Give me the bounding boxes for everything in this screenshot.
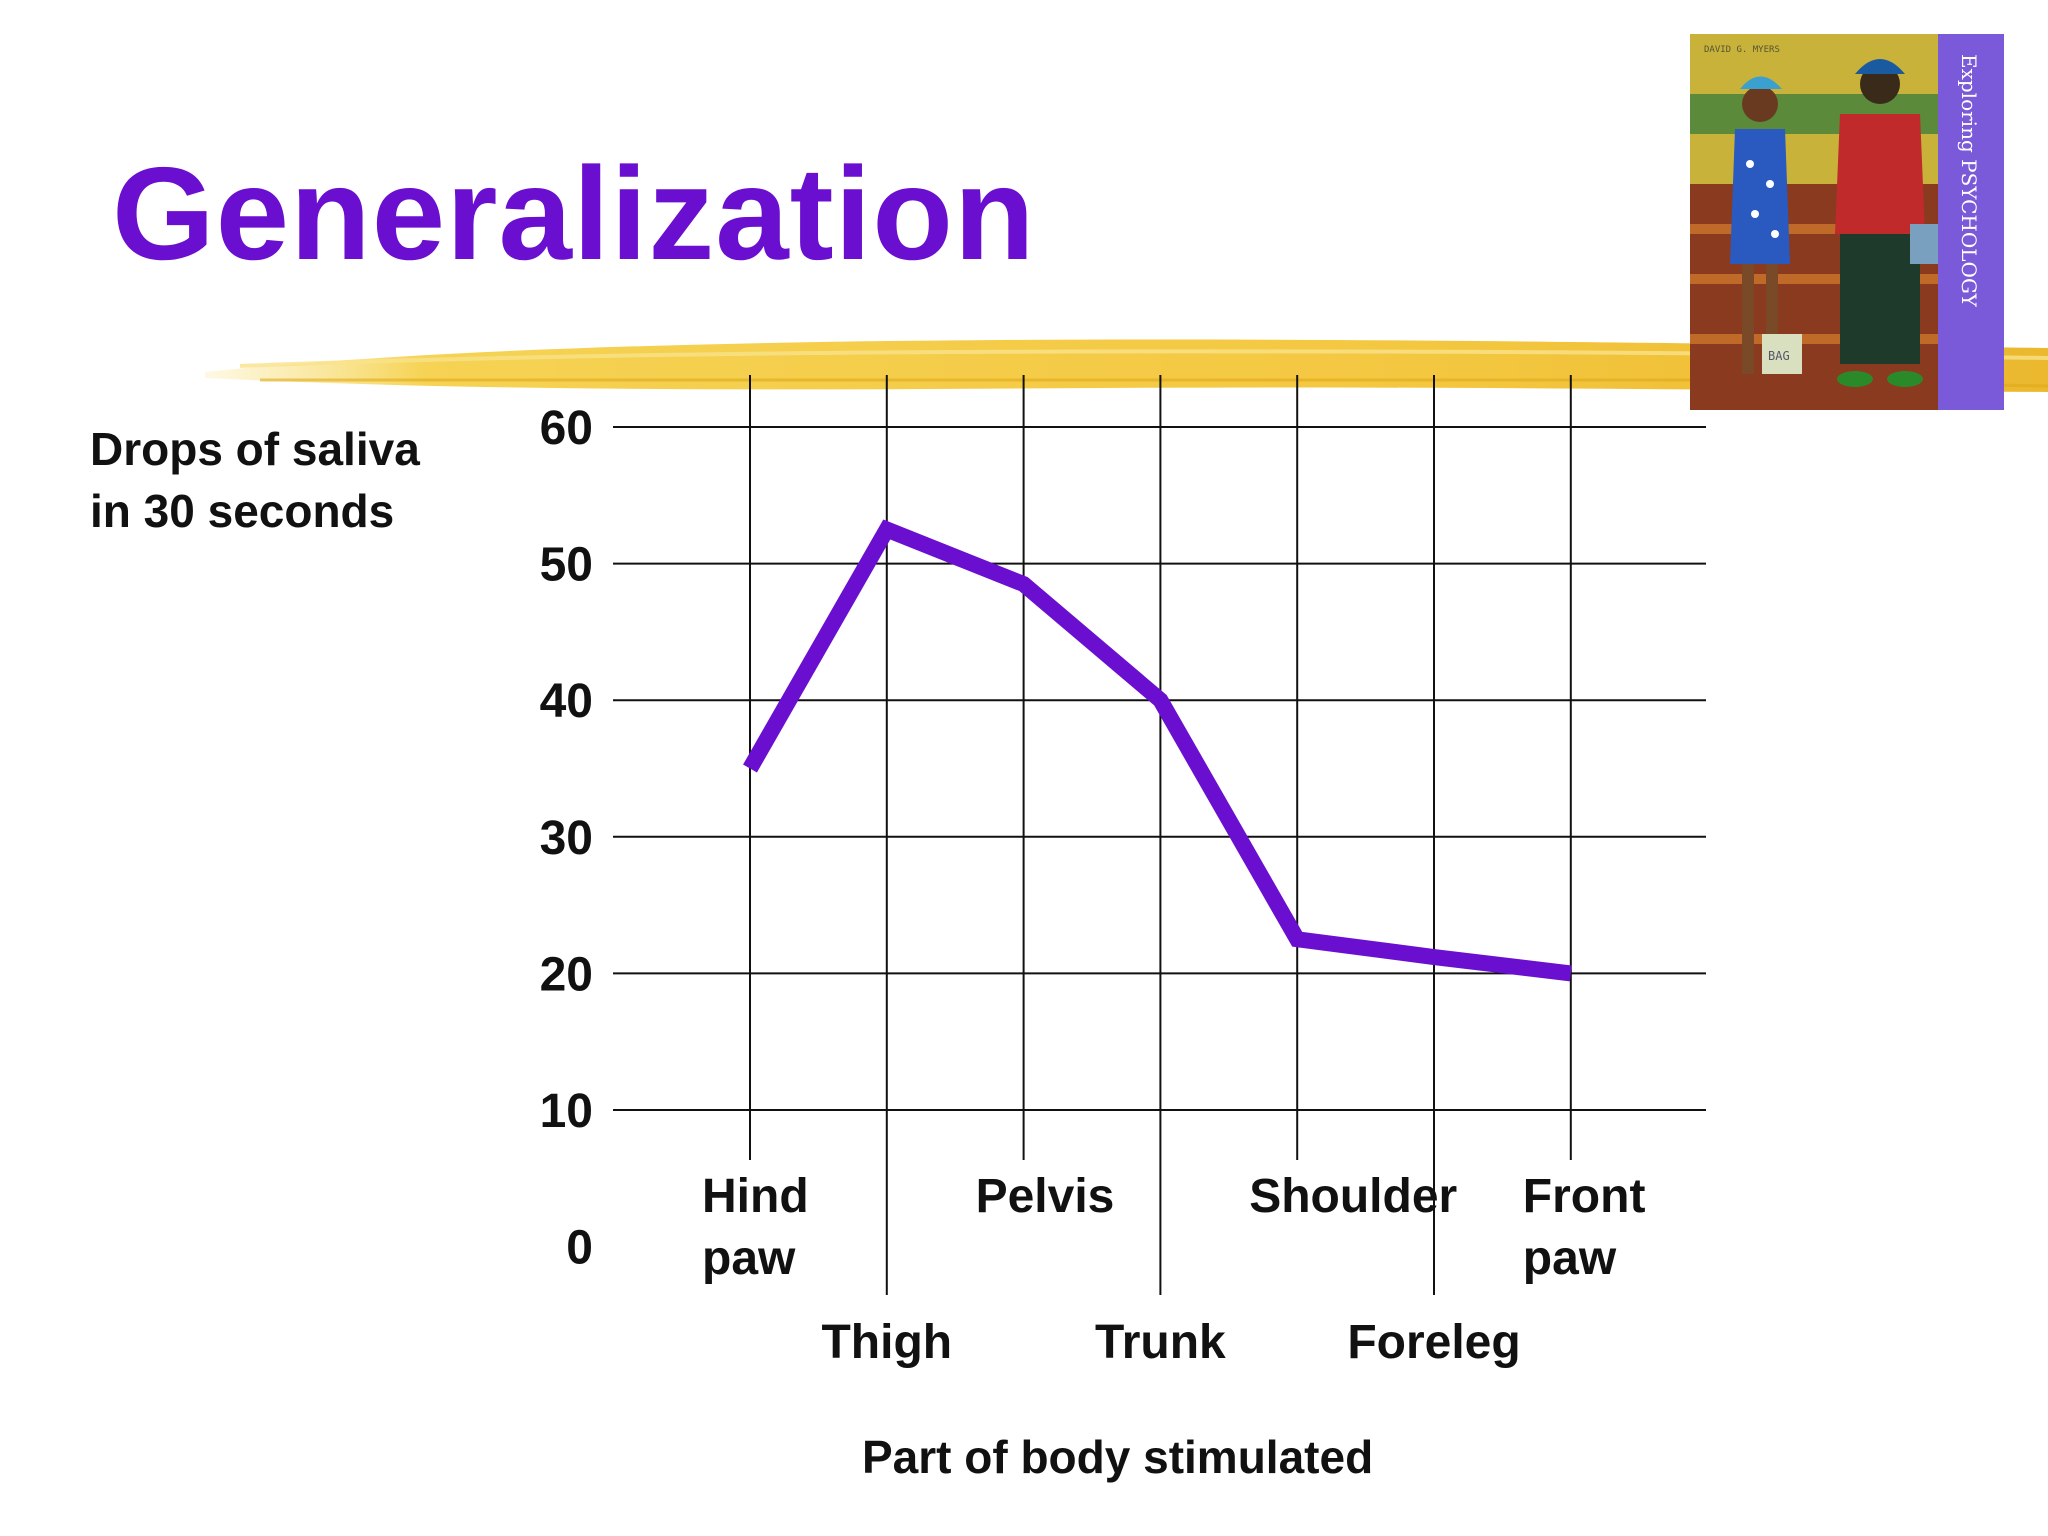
x-tick-label-0-line-1: paw xyxy=(702,1232,796,1285)
y-tick-label-40: 40 xyxy=(540,675,593,728)
bag-label: BAG xyxy=(1768,349,1790,363)
x-tick-label-1-line-0: Thigh xyxy=(821,1316,952,1369)
y-tick-label-0: 0 xyxy=(566,1222,593,1275)
x-tick-labels: HindpawThighPelvisTrunkShoulderForelegFr… xyxy=(702,1170,1645,1369)
x-tick-label-6-line-0: Front xyxy=(1523,1170,1646,1223)
x-tick-label-5-line-0: Foreleg xyxy=(1347,1316,1520,1369)
y-tick-labels: 0 10 20 30 40 50 60 xyxy=(540,402,593,1275)
y-tick-label-10: 10 xyxy=(540,1085,593,1138)
x-tick-label-0: Hind paw xyxy=(702,1170,809,1285)
grid-layer xyxy=(613,375,1706,1295)
x-tick-label-1: Thigh xyxy=(821,1316,952,1369)
y-tick-label-30: 30 xyxy=(540,812,593,865)
x-axis-label: Part of body stimulated xyxy=(862,1431,1374,1483)
x-tick-label-6-line-1: paw xyxy=(1523,1232,1617,1285)
x-tick-label-4-line-0: Shoulder xyxy=(1249,1170,1457,1223)
series-line xyxy=(743,519,1572,982)
y-tick-label-60: 60 xyxy=(540,402,593,455)
x-tick-label-4: Shoulder xyxy=(1249,1170,1457,1223)
y-axis-label-line-2: in 30 seconds xyxy=(90,485,395,537)
series-layer xyxy=(743,519,1572,982)
y-axis-label: Drops of saliva in 30 seconds xyxy=(90,418,420,542)
book-cover-image: BAG DAVID G. MYERS Exploring PSYCHOLOGY xyxy=(1690,34,2004,410)
x-tick-label-3-line-0: Trunk xyxy=(1095,1316,1226,1369)
x-tick-label-0-line-0: Hind xyxy=(702,1170,809,1223)
x-tick-label-3: Trunk xyxy=(1095,1316,1226,1369)
x-tick-label-2-line-0: Pelvis xyxy=(976,1170,1115,1223)
y-axis-label-line-1: Drops of saliva xyxy=(90,423,420,475)
y-tick-label-20: 20 xyxy=(540,948,593,1001)
slide-title: Generalization xyxy=(112,140,1036,287)
x-tick-label-2: Pelvis xyxy=(976,1170,1115,1223)
spine-title: Exploring PSYCHOLOGY xyxy=(1957,54,1981,308)
x-tick-label-6: Front paw xyxy=(1523,1170,1646,1285)
y-tick-label-50: 50 xyxy=(540,539,593,592)
author-text: DAVID G. MYERS xyxy=(1704,45,1780,55)
x-tick-label-5: Foreleg xyxy=(1347,1316,1520,1369)
